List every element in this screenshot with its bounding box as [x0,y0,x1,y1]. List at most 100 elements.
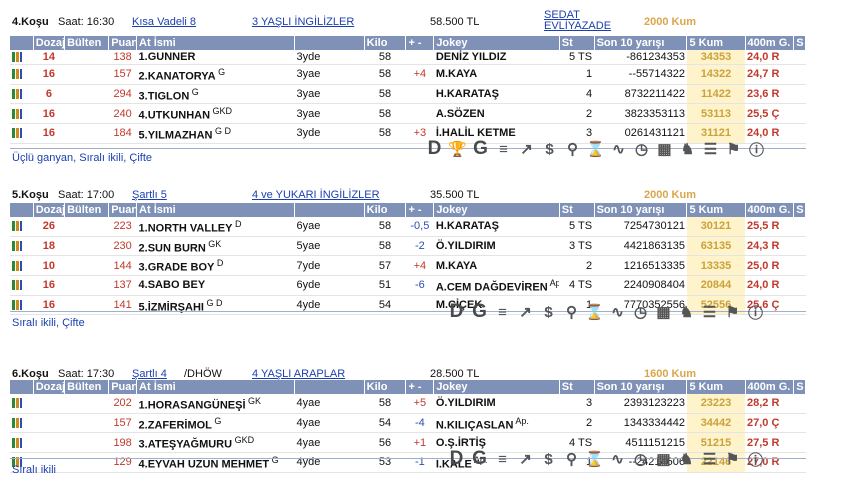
table-row[interactable]: 157 2.ZAFERİMOL G 4yae 54 -4 N.KILIÇASLAN Ap.… [10,413,806,434]
G-icon[interactable]: G [472,301,487,322]
horse-name[interactable]: 1.NORTH VALLEY [138,222,233,235]
table-row[interactable]: 16 157 2.KANATORYA G 3yae 58 +4 M.KAYA 1 --55714… [10,64,806,85]
horse-name-cell[interactable]: 3.GRADE BOY D [136,255,295,276]
bar-chart-icon[interactable] [12,398,22,409]
race-condition-link[interactable]: Kısa Vadeli 8 [132,16,197,28]
stats-cell[interactable] [10,217,34,237]
bar-chart-icon[interactable] [12,128,22,139]
jockey-name[interactable]: M.ÇİÇEK [435,298,483,311]
jockey-name[interactable]: A.SÖZEN [435,107,485,120]
table-row[interactable]: 202 1.HORASANGÜNEŞİ GK 4yae 58 +5 Ö.YILDIRIM 3… [10,394,806,414]
bar-chart-icon[interactable] [12,52,22,63]
stats-cell[interactable] [10,295,34,316]
bar-chart-icon[interactable] [12,437,22,448]
bar-chart-icon[interactable] [12,241,22,252]
horse-name-cell[interactable]: 3.ATEŞYAĞMURU GKD [136,432,295,453]
race-condition-link[interactable]: Şartlı 4 [132,368,167,380]
jockey-name[interactable]: M.KAYA [435,259,478,272]
jockey-cell[interactable]: İ.KALE Ap. [433,452,560,473]
race-condition-link[interactable]: Şartlı 5 [132,189,167,201]
horse-name-cell[interactable]: 1.HORASANGÜNEŞİ GK [136,394,295,414]
jockey-cell[interactable]: Ö.YILDIRIM [433,394,560,414]
jockey-name[interactable]: Ö.YILDIRIM [435,397,496,410]
G-icon[interactable]: G [473,138,488,159]
table-row[interactable]: 198 3.ATEŞYAĞMURU GKD 4yae 56 +1 O.Ş.İRTİŞ 4 T… [10,432,806,453]
flag-icon[interactable]: ⚑ [725,451,740,468]
stats-cell[interactable] [10,103,34,124]
calculator-icon[interactable]: ▦ [656,304,671,321]
jockey-cell[interactable]: H.KARATAŞ [433,217,560,237]
horse-name-cell[interactable]: 1.NORTH VALLEY D [136,217,295,237]
jockey-name[interactable]: M.KAYA [435,68,478,81]
bar-chart-icon[interactable] [12,418,22,429]
table-row[interactable]: 14 138 1.GUNNER 3yde 58 DENİZ YILDIZ 5 TS -8612… [10,50,806,65]
binoculars-icon[interactable]: ⚲ [567,141,578,158]
form-icon[interactable]: ≡ [498,303,507,321]
stats-cell[interactable] [10,413,34,434]
jockey-cell[interactable]: İ.HALİL KETME [433,123,560,144]
table-row[interactable]: 16 137 4.SABO BEY 6yde 51 -6 A.CEM DAĞDEVİREN … [10,275,806,296]
stats-cell[interactable] [10,84,34,105]
jockey-name[interactable]: İ.KALE [435,458,472,471]
hourglass-icon[interactable]: ⌛ [586,141,605,158]
stats-cell[interactable] [10,275,34,296]
jockey-cell[interactable]: Ö.YILDIRIM [433,236,560,257]
hourglass-icon[interactable]: ⌛ [585,451,604,468]
info-icon[interactable]: ⓘ [747,304,763,322]
jockey-name[interactable]: H.KARATAŞ [435,220,499,233]
dollar-icon[interactable]: $ [545,140,554,158]
stats-cell[interactable] [10,432,34,453]
trend-icon[interactable]: ↗ [519,304,532,321]
horse-icon[interactable]: ♞ [679,451,694,468]
dollar-icon[interactable]: $ [544,303,553,321]
horse-name[interactable]: 1.GUNNER [138,51,196,63]
jockey-cell[interactable]: A.CEM DAĞDEVİREN Ap. [433,275,560,296]
flag-icon[interactable]: ⚑ [725,304,740,321]
horse-name[interactable]: 3.GRADE BOY [138,261,215,274]
D-icon[interactable]: D [449,448,464,469]
stopwatch-icon[interactable]: ◷ [633,304,648,321]
horse-icon[interactable]: ♞ [680,141,695,158]
horse-name[interactable]: 2.KANATORYA [138,70,216,83]
trend-icon[interactable]: ↗ [519,451,532,468]
jockey-name[interactable]: N.KILIÇASLAN [435,419,514,432]
horse-name[interactable]: 4.UTKUNHAN [138,109,211,122]
jockey-name[interactable]: H.KARATAŞ [435,87,499,100]
table-row[interactable]: 18 230 2.SUN BURN GK 5yae 58 -2 Ö.YILDIRIM 3 TS… [10,236,806,257]
horse-icon[interactable]: ♞ [679,304,694,321]
stats-cell[interactable] [10,50,34,65]
stats-cell[interactable] [10,64,34,85]
calculator-icon[interactable]: ▦ [656,451,671,468]
race-owner-link[interactable]: SEDAT EVLİYAZADE [544,9,612,32]
horse-name[interactable]: 5.İZMİRŞAHI [138,301,204,314]
jockey-cell[interactable]: H.KARATAŞ [433,84,560,105]
horse-name[interactable]: 1.HORASANGÜNEŞİ [138,399,246,412]
jockey-name[interactable]: O.Ş.İRTİŞ [435,436,486,449]
horse-name-cell[interactable]: 5.İZMİRŞAHI G D [136,295,295,316]
trophy-icon[interactable]: 🏆 [448,141,467,158]
chart-icon[interactable]: ∿ [611,304,624,321]
binoculars-icon[interactable]: ⚲ [566,304,577,321]
jockey-cell[interactable]: O.Ş.İRTİŞ [433,432,560,453]
G-icon[interactable]: G [472,448,487,469]
race-category-link[interactable]: 4 YAŞLI ARAPLAR [252,368,346,380]
table-row[interactable]: 10 144 3.GRADE BOY D 7yde 57 +4 M.KAYA 2 1216513… [10,255,806,276]
stats-cell[interactable] [10,123,34,144]
D-icon[interactable]: D [449,301,464,322]
bar-chart-icon[interactable] [12,300,22,311]
race-category-link[interactable]: 4 ve YUKARI İNGİLİZLER [252,189,380,201]
stats-cell[interactable] [10,255,34,276]
people-icon[interactable]: ☰ [703,141,718,158]
jockey-cell[interactable]: M.KAYA [433,64,560,85]
bar-chart-icon[interactable] [12,457,22,468]
bar-chart-icon[interactable] [12,89,22,100]
horse-name[interactable]: 4.SABO BEY [138,279,206,292]
horse-name-cell[interactable]: 5.YILMAZHAN G D [136,123,295,144]
table-row[interactable]: 16 184 5.YILMAZHAN G D 3yde 58 +3 İ.HALİL KETM… [10,123,806,144]
horse-name-cell[interactable]: 2.KANATORYA G [136,64,295,85]
stats-cell[interactable] [10,452,34,473]
horse-name[interactable]: 2.ZAFERİMOL [138,419,212,432]
table-row[interactable]: 26 223 1.NORTH VALLEY D 6yae 58 -0,5 H.KARATAŞ… [10,217,806,237]
jockey-cell[interactable]: M.ÇİÇEK [433,295,560,316]
jockey-name[interactable]: A.CEM DAĞDEVİREN [435,281,548,294]
